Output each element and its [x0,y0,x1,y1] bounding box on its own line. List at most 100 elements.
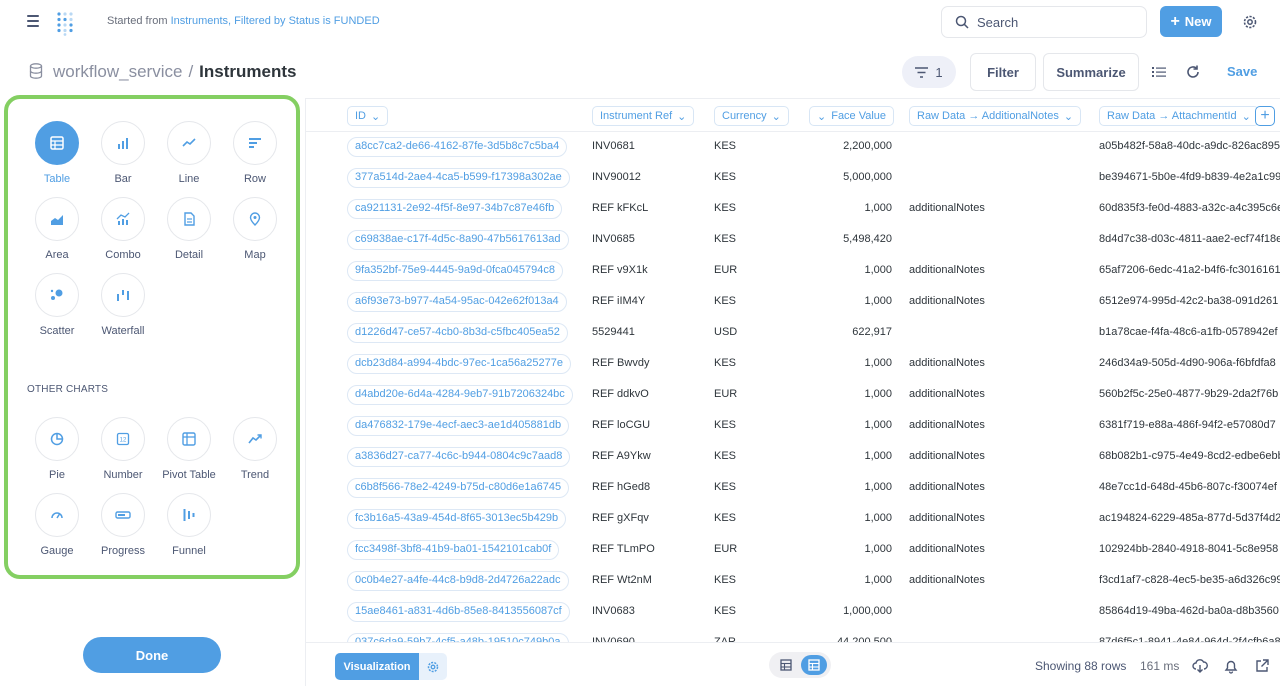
chart-option-funnel[interactable]: Funnel [159,493,219,563]
cell-attachment-id: be394671-5b0e-4fd9-b839-4e2a1c99 [1099,171,1280,183]
chart-option-row[interactable]: Row [225,121,285,191]
settings-gear-icon[interactable] [1241,13,1259,31]
cell-currency: ZAR [714,636,736,642]
table-row[interactable]: fcc3498f-3bf8-41b9-ba01-1542101cab0f REF … [306,535,1280,566]
menu-icon[interactable] [27,15,39,27]
cell-id[interactable]: 0c0b4e27-a4fe-44c8-b9d8-2d4726a22adc [347,571,569,591]
chart-option-map[interactable]: Map [225,197,285,267]
notebook-editor-icon[interactable] [1151,64,1167,80]
share-icon[interactable] [1254,658,1270,674]
chart-option-scatter[interactable]: Scatter [27,273,87,343]
save-button[interactable]: Save [1227,64,1258,79]
download-icon[interactable] [1192,658,1208,674]
table-row[interactable]: d1226d47-ce57-4cb0-8b3d-c5fbc405ea52 5529… [306,318,1280,349]
metabase-logo-icon[interactable] [52,10,78,36]
column-header-attachment-id[interactable]: Raw Data → AttachmentId ⌄ [1099,106,1259,126]
chart-option-pie[interactable]: Pie [27,417,87,487]
cell-id[interactable]: dcb23d84-a994-4bdc-97ec-1ca56a25277e [347,354,571,374]
cell-currency: KES [714,357,737,369]
number-icon: 12 [116,432,130,446]
cell-id[interactable]: c6b8f566-78e2-4249-b75d-c80d6e1a6745 [347,478,570,498]
chart-option-bar[interactable]: Bar [93,121,153,191]
column-header-label: Raw Data → AttachmentId [1107,110,1237,122]
table-row[interactable]: a6f93e73-b977-4a54-95ac-042e62f013a4 REF … [306,287,1280,318]
chart-option-trend[interactable]: Trend [225,417,285,487]
cell-id[interactable]: ca921131-2e92-4f5f-8e97-34b7c87e46fb [347,199,563,219]
cell-id[interactable]: da476832-179e-4ecf-aec3-ae1d405881db [347,416,570,436]
table-row[interactable]: dcb23d84-a994-4bdc-97ec-1ca56a25277e REF … [306,349,1280,380]
column-header-instrument-ref[interactable]: Instrument Ref ⌄ [592,106,695,126]
chart-option-gauge[interactable]: Gauge [27,493,87,563]
table-row[interactable]: da476832-179e-4ecf-aec3-ae1d405881db REF … [306,411,1280,442]
cell-instrument-ref: INV0683 [592,605,635,617]
cell-id[interactable]: a6f93e73-b977-4a54-95ac-042e62f013a4 [347,292,567,312]
chart-option-pivot-table[interactable]: Pivot Table [159,417,219,487]
table-row[interactable]: 9fa352bf-75e9-4445-9a9d-0fca045794c8 REF … [306,256,1280,287]
chart-option-detail[interactable]: Detail [159,197,219,267]
search-input[interactable]: Search [941,6,1147,38]
cell-additional-notes: additionalNotes [909,543,985,555]
database-icon [29,63,43,79]
add-column-button[interactable]: + [1255,106,1275,126]
cell-id[interactable]: d1226d47-ce57-4cb0-8b3d-c5fbc405ea52 [347,323,568,343]
column-header-currency[interactable]: Currency ⌄ [714,106,789,126]
visualization-button[interactable]: Visualization [335,653,419,680]
column-header-face-value[interactable]: ⌄ Face Value [809,106,895,126]
cell-currency: KES [714,605,737,617]
chart-option-progress[interactable]: Progress [93,493,153,563]
bell-icon[interactable] [1223,658,1239,674]
new-button[interactable]: + New [1160,6,1222,37]
cell-currency: KES [714,574,737,586]
table-row[interactable]: fc3b16a5-43a9-454d-8f65-3013ec5b429b REF … [306,504,1280,535]
row-chart-icon [249,138,261,148]
active-filter-toggle[interactable]: 1 [902,56,956,88]
table-row[interactable]: a8cc7ca2-de66-4162-87fe-3d5b8c7c5ba4 INV0… [306,132,1280,163]
table-row[interactable]: ca921131-2e92-4f5f-8e97-34b7c87e46fb REF … [306,194,1280,225]
refresh-icon[interactable] [1185,64,1201,80]
table-row[interactable]: d4abd20e-6d4a-4284-9eb7-91b7206324bc REF … [306,380,1280,411]
chart-option-label: Progress [100,545,146,557]
chart-view-toggle[interactable] [801,655,827,675]
cell-id[interactable]: 377a514d-2ae4-4ca5-b599-f17398a302ae [347,168,570,188]
table-row[interactable]: 377a514d-2ae4-4ca5-b599-f17398a302ae INV9… [306,163,1280,194]
chart-option-label: Bar [114,173,132,185]
chart-option-waterfall[interactable]: Waterfall [93,273,153,343]
cell-instrument-ref: 5529441 [592,326,635,338]
chart-option-label: Table [43,173,71,185]
cell-id[interactable]: c69838ae-c17f-4d5c-8a90-47b5617613ad [347,230,569,250]
chart-option-table[interactable]: Table [27,121,87,191]
chart-option-label: Pie [49,469,65,481]
cell-id[interactable]: d4abd20e-6d4a-4284-9eb7-91b7206324bc [347,385,573,405]
table-row[interactable]: c69838ae-c17f-4d5c-8a90-47b5617613ad INV0… [306,225,1280,256]
cell-id[interactable]: a3836d27-ca77-4c6c-b944-0804c9c7aad8 [347,447,571,467]
cell-instrument-ref: REF ddkvO [592,388,649,400]
chart-option-combo[interactable]: Combo [93,197,153,267]
cell-id[interactable]: 9fa352bf-75e9-4445-9a9d-0fca045794c8 [347,261,563,281]
filter-button[interactable]: Filter [970,53,1036,91]
chart-option-number[interactable]: 12 Number [93,417,153,487]
chart-option-line[interactable]: Line [159,121,219,191]
cell-id[interactable]: a8cc7ca2-de66-4162-87fe-3d5b8c7c5ba4 [347,137,568,157]
table-row[interactable]: 15ae8461-a831-4d6b-85e8-8413556087cf INV0… [306,597,1280,628]
database-name[interactable]: workflow_service [53,62,183,81]
visualization-settings-button[interactable] [419,653,447,680]
table-row[interactable]: 037c6da9-59b7-4cf5-a48b-19510c749b0a INV0… [306,628,1280,642]
cell-additional-notes: additionalNotes [909,450,985,462]
done-button[interactable]: Done [83,637,221,673]
chart-option-label: Trend [240,469,270,481]
chart-option-label: Line [178,173,200,185]
cell-id[interactable]: 15ae8461-a831-4d6b-85e8-8413556087cf [347,602,570,622]
cell-id[interactable]: 037c6da9-59b7-4cf5-a48b-19510c749b0a [347,633,569,642]
summarize-button[interactable]: Summarize [1043,53,1139,91]
table-row[interactable]: 0c0b4e27-a4fe-44c8-b9d8-2d4726a22adc REF … [306,566,1280,597]
column-header-id[interactable]: ID ⌄ [347,106,389,126]
cell-id[interactable]: fcc3498f-3bf8-41b9-ba01-1542101cab0f [347,540,560,560]
chart-option-area[interactable]: Area [27,197,87,267]
cell-currency: KES [714,295,737,307]
column-header-additional-notes[interactable]: Raw Data → AdditionalNotes ⌄ [909,106,1082,126]
table-row[interactable]: c6b8f566-78e2-4249-b75d-c80d6e1a6745 REF … [306,473,1280,504]
table-row[interactable]: a3836d27-ca77-4c6c-b944-0804c9c7aad8 REF … [306,442,1280,473]
table-view-toggle[interactable] [773,655,799,675]
source-link[interactable]: Instruments, Filtered by Status is FUNDE… [170,15,380,27]
cell-id[interactable]: fc3b16a5-43a9-454d-8f65-3013ec5b429b [347,509,567,529]
